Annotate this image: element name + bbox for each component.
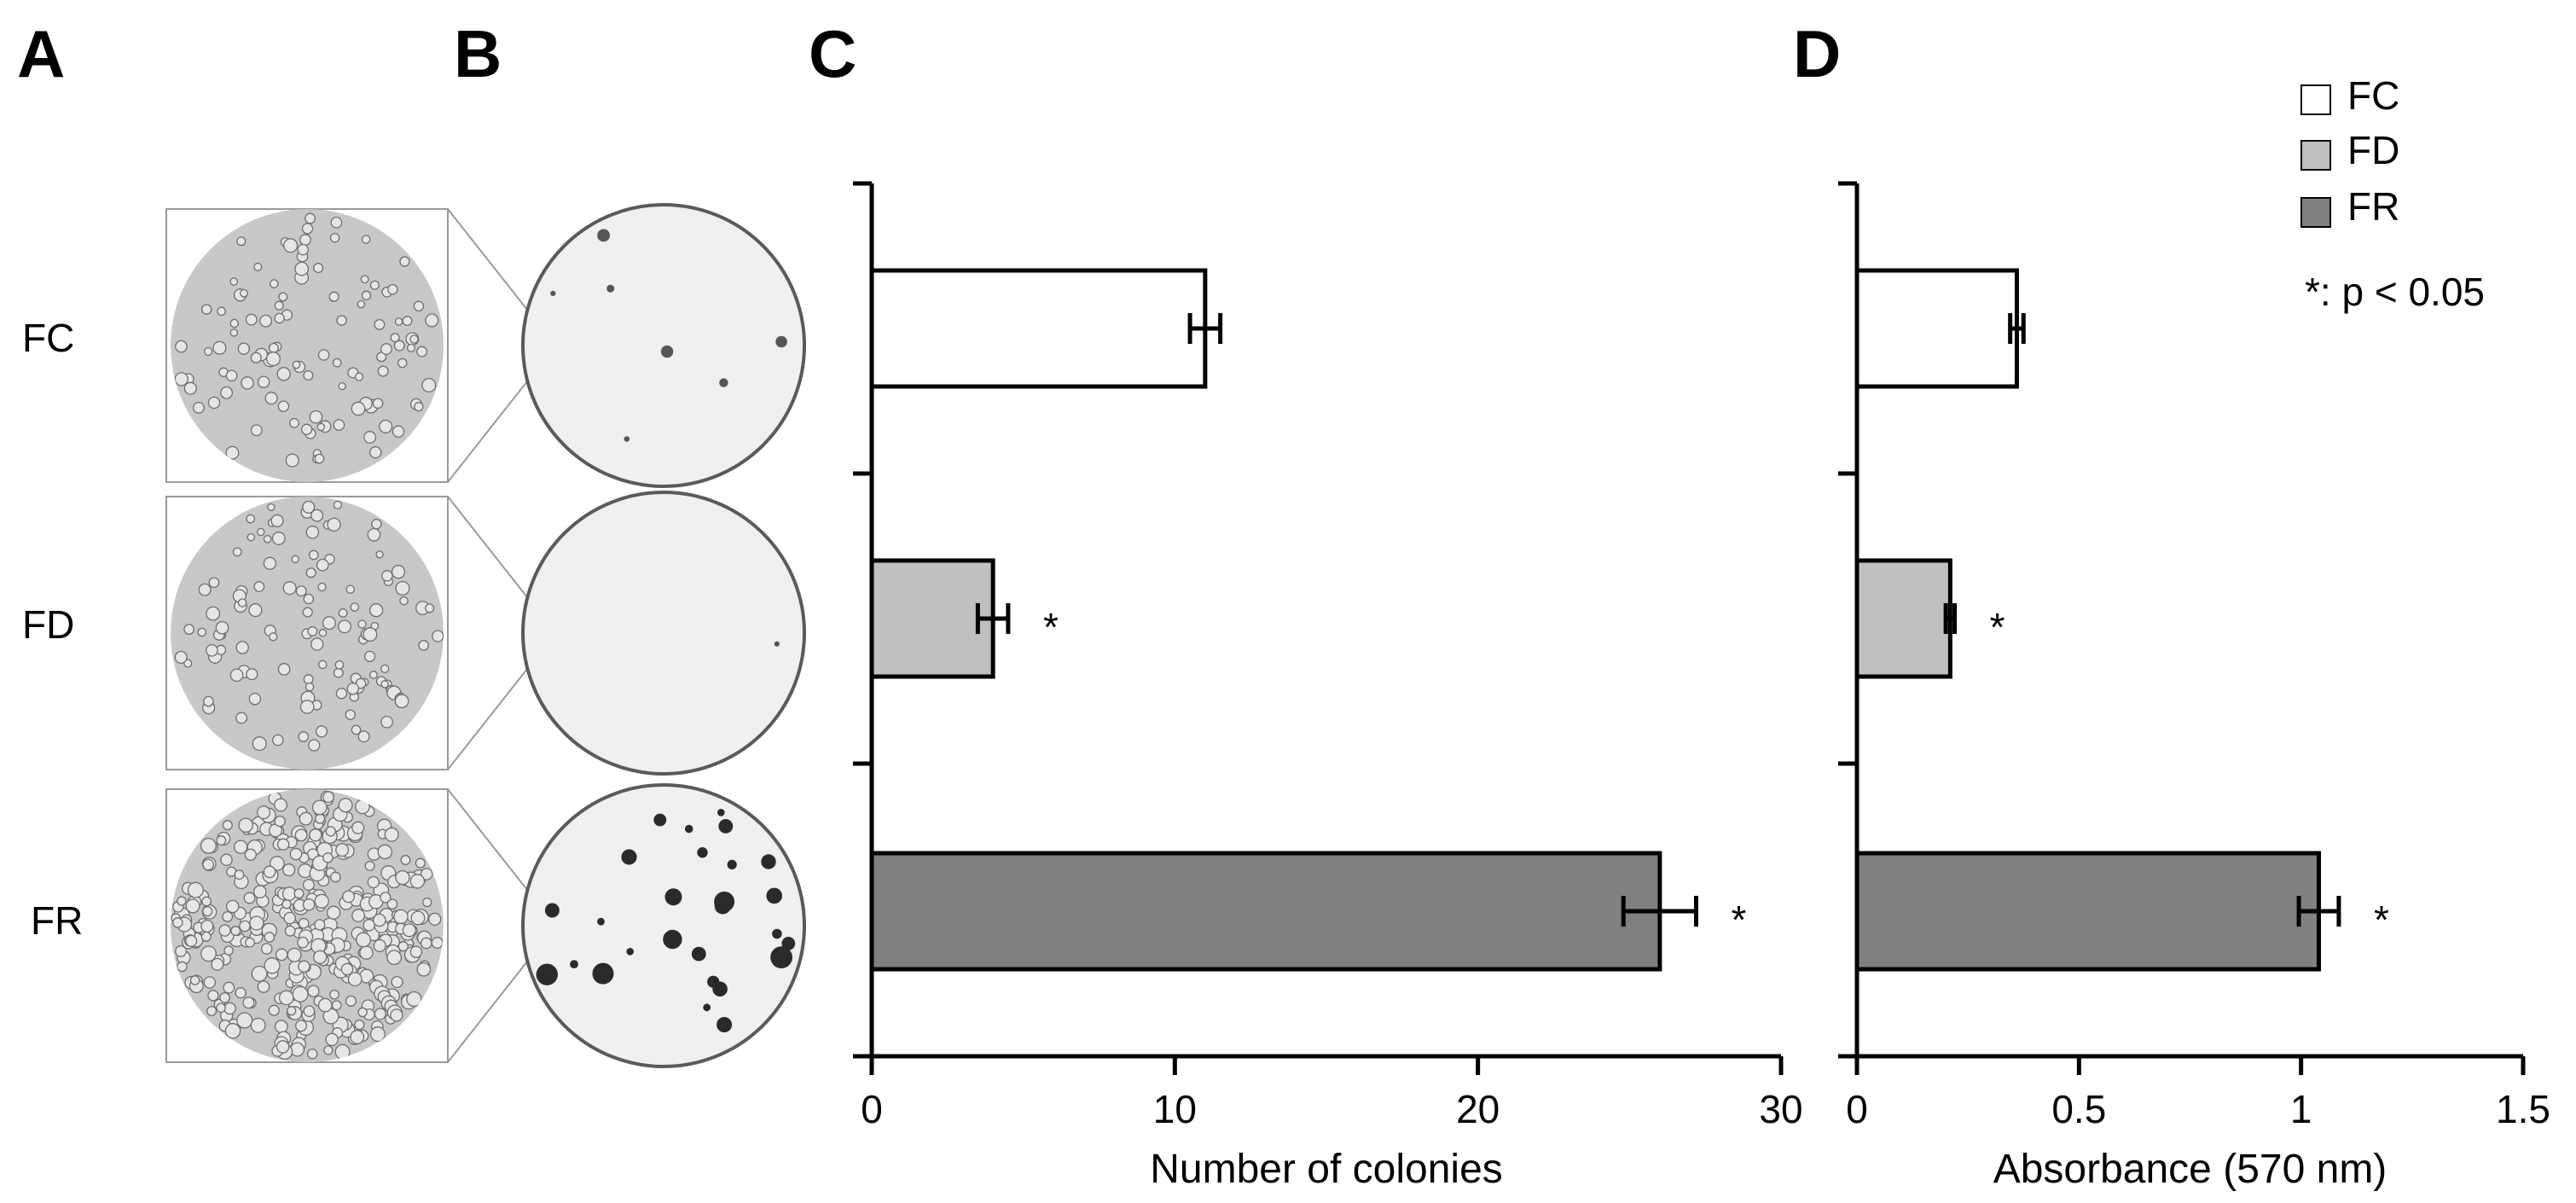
panel-label-c: C (809, 16, 856, 91)
plate-fd (521, 491, 806, 776)
panel-label-b: B (454, 16, 502, 91)
bar-fd (869, 558, 995, 679)
significance-star: * (2374, 898, 2389, 942)
x-axis-title: Absorbance (570 nm) (1993, 1147, 2387, 1192)
micrograph-fr (165, 788, 554, 1063)
error-bar-fc (2008, 313, 2026, 344)
legend-swatch-fd (2300, 140, 2331, 171)
bar-fr (869, 851, 1662, 972)
row-label-fd: FD (22, 602, 74, 647)
row-label-fc: FC (22, 316, 74, 360)
error-bar-fd (975, 603, 1011, 634)
legend-swatch-fc (2300, 84, 2331, 115)
error-bar-fd (1943, 603, 1958, 634)
bar-fc (869, 268, 1208, 389)
x-tick-label: 1.5 (2496, 1087, 2550, 1131)
panel-label-a: A (17, 16, 65, 91)
micrograph-images (165, 208, 554, 1063)
x-tick-label: 30 (1759, 1087, 1802, 1131)
error-bar-fc (1187, 313, 1223, 344)
x-tick-label: 0 (861, 1087, 883, 1131)
significance-star: * (1990, 605, 2005, 649)
chart-c: 0 10 20 30 Number of colonies * * (853, 181, 1803, 1192)
legend-label-fr: FR (2347, 184, 2399, 229)
micrograph-fd (165, 496, 554, 770)
x-tick-label: 0.5 (2051, 1087, 2106, 1131)
x-tick-label: 0 (1846, 1087, 1868, 1131)
x-tick-label: 20 (1456, 1087, 1500, 1131)
significance-note: *: p < 0.05 (2305, 270, 2485, 314)
significance-star: * (1732, 898, 1747, 942)
error-bar-fr (1621, 896, 1699, 927)
panel-label-d: D (1793, 16, 1841, 91)
x-tick-label: 10 (1153, 1087, 1197, 1131)
legend-label-fc: FC (2347, 73, 2399, 118)
bar-fd (1854, 558, 1952, 679)
x-axis-title: Number of colonies (1150, 1147, 1503, 1192)
plate-fc (521, 203, 806, 488)
row-label-fr: FR (31, 898, 83, 943)
bar-fr (1854, 851, 2321, 972)
plate-fr (521, 783, 806, 1068)
micrograph-fc (165, 208, 554, 483)
x-tick-label: 1 (2290, 1087, 2312, 1131)
legend: FC FD FR *: p < 0.05 (2300, 73, 2485, 314)
error-bar-fr (2296, 896, 2341, 927)
plate-images (521, 203, 806, 1068)
significance-star: * (1043, 605, 1059, 649)
legend-label-fd: FD (2347, 128, 2399, 172)
chart-d: 0 0.5 1 1.5 Absorbance (570 nm) * * (1838, 181, 2550, 1192)
legend-swatch-fr (2300, 197, 2331, 228)
bar-fc (1854, 268, 2019, 389)
